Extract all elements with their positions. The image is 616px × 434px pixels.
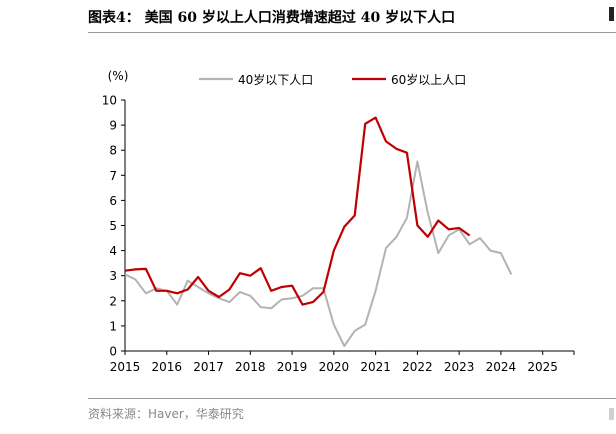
legend-label-2: 60岁以上人口 xyxy=(391,72,466,87)
y-tick-label: 3 xyxy=(109,269,117,283)
y-tick-label: 9 xyxy=(109,119,117,133)
x-tick-label: 2018 xyxy=(235,360,266,374)
footer-divider xyxy=(88,398,616,399)
adjacent-panel-edge-bottom xyxy=(609,408,614,420)
y-tick-label: 1 xyxy=(109,319,117,333)
y-unit-label: (%) xyxy=(108,69,129,83)
x-tick-label: 2016 xyxy=(151,360,182,374)
series-layer xyxy=(124,116,513,347)
y-tick-label: 2 xyxy=(109,294,117,308)
x-tick-label: 2020 xyxy=(319,360,350,374)
x-tick-label: 2021 xyxy=(360,360,391,374)
source-note: 资料来源：Haver，华泰研究 xyxy=(88,407,244,421)
y-tick-label: 4 xyxy=(109,244,117,258)
series-line-1 xyxy=(124,160,513,347)
y-tick-label: 10 xyxy=(102,94,117,108)
x-tick-label: 2023 xyxy=(444,360,475,374)
adjacent-panel-edge xyxy=(609,7,614,21)
y-tick-label: 0 xyxy=(109,345,117,359)
legend-label-1: 40岁以下人口 xyxy=(238,72,313,87)
legend: 40岁以下人口 60岁以上人口 xyxy=(199,72,466,87)
x-tick-label: 2019 xyxy=(277,360,308,374)
x-axis: 2015 2016 2017 2018 2019 2020 2021 2022 2023 2024… xyxy=(110,350,575,374)
y-tick-label: 7 xyxy=(109,169,117,183)
series-line-2 xyxy=(124,116,471,306)
chart-title: 图表4： 美国 60 岁以上人口消费增速超过 40 岁以下人口 xyxy=(88,10,456,26)
y-tick-label: 5 xyxy=(109,219,117,233)
x-tick-label: 2024 xyxy=(486,360,517,374)
x-tick-label: 2022 xyxy=(402,360,433,374)
y-tick-label: 8 xyxy=(109,144,117,158)
y-axis: 0 1 2 3 4 5 6 7 8 9 10 xyxy=(102,94,126,359)
x-tick-label: 2015 xyxy=(110,360,141,374)
x-tick-label: 2025 xyxy=(527,360,558,374)
x-tick-label: 2017 xyxy=(193,360,224,374)
title-divider xyxy=(88,32,616,33)
y-tick-label: 6 xyxy=(109,194,117,208)
